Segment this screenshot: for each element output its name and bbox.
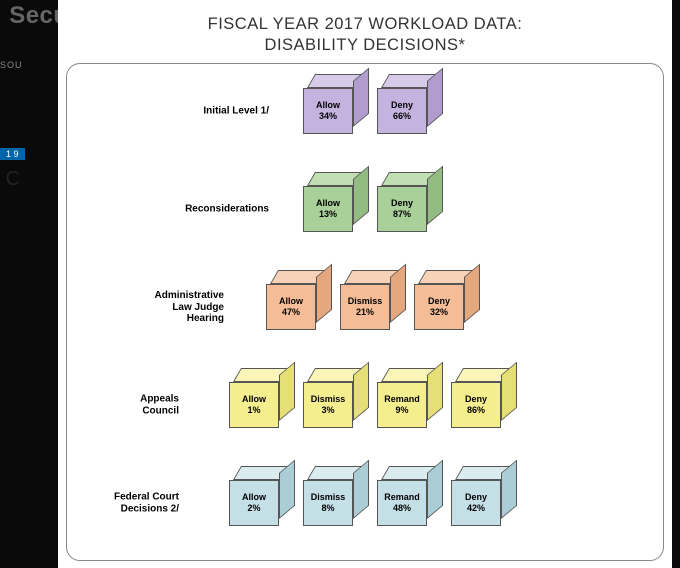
box-label: Allow — [316, 100, 340, 111]
box-value: 32% — [430, 307, 448, 318]
row-label: Initial Level 1/ — [159, 106, 269, 118]
box-label: Deny — [428, 296, 450, 307]
box-face-front: Allow34% — [303, 88, 353, 134]
box-value: 42% — [467, 503, 485, 514]
bg-tag: 1 9 — [0, 148, 25, 160]
box-face-front: Allow1% — [229, 382, 279, 428]
title-block: FISCAL YEAR 2017 WORKLOAD DATA: DISABILI… — [66, 14, 664, 55]
box-value: 9% — [395, 405, 408, 416]
box-value: 87% — [393, 209, 411, 220]
row-level: Administrative Law Judge Hearing Allow47%… — [67, 284, 663, 330]
box-face-front: Deny42% — [451, 480, 501, 526]
box-label: Allow — [316, 198, 340, 209]
box-3d: Allow34% — [303, 88, 353, 134]
box-3d: Deny66% — [377, 88, 427, 134]
box-value: 21% — [356, 307, 374, 318]
row-level: Federal Court Decisions 2/Allow2% Dismiss… — [67, 480, 663, 526]
box-3d: Dismiss21% — [340, 284, 390, 330]
boxes-group: Allow47% Dismiss21% Deny32% — [266, 284, 464, 330]
diagram-panel: FISCAL YEAR 2017 WORKLOAD DATA: DISABILI… — [58, 0, 672, 568]
box-value: 66% — [393, 111, 411, 122]
box-face-front: Deny66% — [377, 88, 427, 134]
box-face-front: Dismiss3% — [303, 382, 353, 428]
box-3d: Remand9% — [377, 382, 427, 428]
row-level: Initial Level 1/Allow34% Deny66% — [67, 88, 663, 134]
box-label: Remand — [384, 492, 420, 503]
box-3d: Allow13% — [303, 186, 353, 232]
row-label: Reconsiderations — [159, 204, 269, 216]
box-label: Allow — [279, 296, 303, 307]
box-value: 1% — [247, 405, 260, 416]
boxes-group: Allow2% Dismiss8% Remand48% Deny42% — [229, 480, 501, 526]
box-3d: Dismiss8% — [303, 480, 353, 526]
boxes-group: Allow13% Deny87% — [303, 186, 427, 232]
bg-sou: SOU — [0, 60, 23, 70]
box-face-front: Deny86% — [451, 382, 501, 428]
box-value: 8% — [321, 503, 334, 514]
box-value: 3% — [321, 405, 334, 416]
box-face-front: Allow13% — [303, 186, 353, 232]
row-level: Appeals Council Allow1% Dismiss3% Remand9% D… — [67, 382, 663, 428]
box-value: 2% — [247, 503, 260, 514]
row-label: Administrative Law Judge Hearing — [114, 290, 224, 325]
box-3d: Deny86% — [451, 382, 501, 428]
box-3d: Deny42% — [451, 480, 501, 526]
box-face-front: Dismiss21% — [340, 284, 390, 330]
bg-cut: y C — [0, 168, 20, 191]
box-label: Deny — [391, 198, 413, 209]
title-line-2: DISABILITY DECISIONS* — [66, 35, 664, 56]
box-face-front: Dismiss8% — [303, 480, 353, 526]
boxes-group: Allow1% Dismiss3% Remand9% Deny86% — [229, 382, 501, 428]
box-value: 34% — [319, 111, 337, 122]
box-label: Deny — [465, 394, 487, 405]
boxes-group: Allow34% Deny66% — [303, 88, 427, 134]
box-face-front: Deny87% — [377, 186, 427, 232]
row-level: Reconsiderations Allow13% Deny87% — [67, 186, 663, 232]
box-3d: Dismiss3% — [303, 382, 353, 428]
box-label: Dismiss — [311, 394, 346, 405]
box-label: Remand — [384, 394, 420, 405]
box-face-front: Allow2% — [229, 480, 279, 526]
box-face-front: Deny32% — [414, 284, 464, 330]
box-3d: Allow2% — [229, 480, 279, 526]
box-face-front: Remand9% — [377, 382, 427, 428]
title-line-1: FISCAL YEAR 2017 WORKLOAD DATA: — [66, 14, 664, 35]
box-value: 48% — [393, 503, 411, 514]
row-label: Federal Court Decisions 2/ — [69, 492, 179, 515]
box-label: Deny — [391, 100, 413, 111]
box-label: Dismiss — [311, 492, 346, 503]
box-label: Allow — [242, 492, 266, 503]
box-value: 13% — [319, 209, 337, 220]
box-3d: Allow47% — [266, 284, 316, 330]
box-label: Allow — [242, 394, 266, 405]
box-face-front: Remand48% — [377, 480, 427, 526]
box-face-front: Allow47% — [266, 284, 316, 330]
row-label: Appeals Council — [69, 394, 179, 417]
box-3d: Remand48% — [377, 480, 427, 526]
box-3d: Deny87% — [377, 186, 427, 232]
box-label: Dismiss — [348, 296, 383, 307]
box-label: Deny — [465, 492, 487, 503]
box-3d: Deny32% — [414, 284, 464, 330]
chart-frame: Initial Level 1/Allow34%Deny66%Reconside… — [66, 63, 664, 561]
box-value: 47% — [282, 307, 300, 318]
box-3d: Allow1% — [229, 382, 279, 428]
box-value: 86% — [467, 405, 485, 416]
